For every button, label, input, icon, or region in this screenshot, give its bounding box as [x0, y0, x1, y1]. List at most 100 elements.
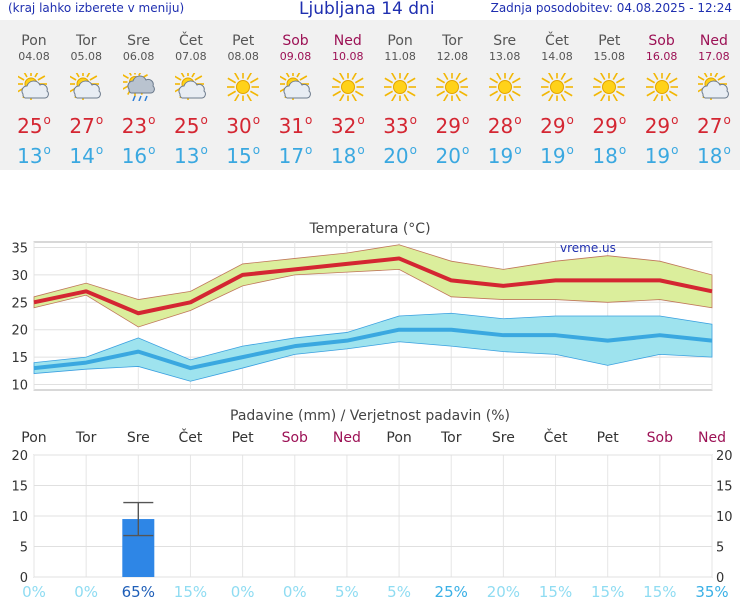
- sun-icon: [488, 73, 521, 101]
- day-name: Ned: [699, 33, 728, 49]
- day-date: 13.08: [488, 50, 521, 63]
- temp-tick-label: 10: [11, 379, 28, 394]
- min-temp: 19o: [487, 143, 522, 168]
- day-column: Pet 15.08 29o 18o: [583, 20, 635, 170]
- sun-cloud-icon: [70, 73, 102, 100]
- precip-probability: 5%: [335, 583, 359, 600]
- sun-icon: [645, 73, 678, 101]
- precip-tick-label-left: 5: [20, 541, 28, 556]
- day-name: Pet: [232, 33, 255, 49]
- sun-cloud-icon: [174, 73, 206, 100]
- sun-icon: [541, 73, 573, 101]
- day-date: 06.08: [122, 50, 155, 63]
- min-temp: 16o: [121, 143, 156, 168]
- min-temp: 18o: [592, 143, 627, 168]
- precip-day-label: Tor: [440, 430, 462, 446]
- day-date: 04.08: [18, 50, 50, 63]
- precip-day-label: Ned: [698, 430, 726, 446]
- min-temp: 20o: [435, 143, 470, 168]
- header-bar: (kraj lahko izberete v meniju) Ljubljana…: [0, 0, 740, 20]
- max-temp: 28o: [487, 113, 522, 138]
- max-temp: 29o: [540, 113, 574, 138]
- day-date: 10.08: [332, 50, 364, 63]
- page-title: Ljubljana 14 dni: [299, 0, 435, 19]
- day-name: Tor: [76, 33, 97, 49]
- precip-day-label: Pet: [232, 430, 255, 446]
- day-column: Sob 09.08 31o 17o: [270, 20, 322, 170]
- max-temp: 27o: [69, 113, 104, 138]
- max-temp: 30o: [226, 113, 261, 138]
- watermark[interactable]: vreme.us: [560, 241, 616, 255]
- precip-day-label: Pet: [597, 430, 620, 446]
- day-column: Tor 05.08 27o 14o: [60, 20, 112, 170]
- day-name: Sre: [127, 33, 151, 49]
- max-temp: 29o: [435, 113, 470, 138]
- precip-day-label: Sob: [282, 430, 308, 446]
- min-temp: 13o: [17, 143, 51, 168]
- precip-day-label: Sre: [492, 430, 515, 446]
- precip-probability: 15%: [591, 583, 624, 600]
- precip-probability: 15%: [539, 583, 572, 600]
- temp-tick-label: 35: [11, 241, 28, 256]
- precip-probability: 35%: [695, 583, 728, 600]
- precip-day-label: Sre: [127, 430, 150, 446]
- day-name: Sob: [648, 33, 675, 49]
- min-temp-line: [33, 327, 713, 371]
- day-date: 07.08: [175, 50, 207, 63]
- precip-probability: 15%: [174, 583, 207, 600]
- day-date: 16.08: [645, 50, 678, 63]
- temp-tick-label: 30: [11, 269, 28, 284]
- precip-probability: 25%: [435, 583, 468, 600]
- day-name: Pet: [598, 33, 621, 49]
- precip-tick-label-right: 0: [716, 571, 724, 586]
- max-temp-range-band: [33, 244, 713, 328]
- day-name: Sre: [493, 33, 517, 49]
- day-column: Sre 06.08 23o 16o: [113, 20, 165, 170]
- day-column: Pon 04.08 25o 13o: [8, 20, 60, 170]
- day-date: 17.08: [698, 50, 730, 63]
- day-date: 08.08: [227, 50, 259, 63]
- sun-icon: [331, 73, 364, 101]
- min-temp: 19o: [540, 143, 574, 168]
- day-date: 09.08: [279, 50, 312, 63]
- last-updated: Zadnja posodobitev: 04.08.2025 - 12:24: [490, 1, 732, 15]
- day-column: Pon 11.08 33o 20o: [374, 20, 426, 170]
- sun-cloud-icon: [279, 73, 311, 100]
- sun-cloud-icon: [18, 73, 49, 100]
- day-date: 11.08: [384, 50, 416, 63]
- precip-tick-label-left: 10: [11, 510, 28, 525]
- min-temp: 14o: [69, 143, 104, 168]
- sun-icon: [384, 73, 417, 101]
- day-column: Tor 12.08 29o 20o: [426, 20, 478, 170]
- precip-probability: 0%: [231, 583, 255, 600]
- min-temp: 17o: [278, 143, 313, 168]
- min-temp: 18o: [330, 143, 365, 168]
- daily-forecast-strip: Pon 04.08 25o 13o Tor 05.08 27o 14o Sre 06.08 23o 1…: [0, 20, 740, 170]
- sun-icon: [593, 73, 626, 101]
- max-temp: 33o: [383, 113, 417, 138]
- max-temp: 29o: [644, 113, 679, 138]
- temp-tick-label: 15: [11, 351, 28, 366]
- precip-probability: 65%: [122, 583, 155, 600]
- min-temp: 15o: [226, 143, 261, 168]
- precip-day-label: Tor: [75, 430, 97, 446]
- sun-icon: [436, 73, 469, 101]
- precip-chart-title: Padavine (mm) / Verjetnost padavin (%): [230, 408, 510, 424]
- day-date: 15.08: [593, 50, 626, 63]
- day-name: Tor: [442, 33, 463, 49]
- max-temp: 25o: [173, 113, 208, 138]
- day-name: Čet: [545, 33, 569, 49]
- precip-day-label: Pon: [386, 430, 411, 446]
- sun-cloud-icon: [697, 73, 729, 100]
- max-temp: 23o: [121, 113, 156, 138]
- menu-hint[interactable]: (kraj lahko izberete v meniju): [8, 1, 185, 15]
- precip-tick-label-right: 15: [716, 480, 733, 495]
- day-column: Čet 07.08 25o 13o: [165, 20, 217, 170]
- precip-probability: 0%: [74, 583, 98, 600]
- precip-tick-label-left: 20: [11, 449, 28, 464]
- precip-tick-label-right: 10: [716, 510, 733, 525]
- precip-probability: 20%: [487, 583, 520, 600]
- day-date: 14.08: [541, 50, 573, 63]
- day-name: Čet: [178, 33, 203, 49]
- day-name: Sob: [282, 33, 309, 49]
